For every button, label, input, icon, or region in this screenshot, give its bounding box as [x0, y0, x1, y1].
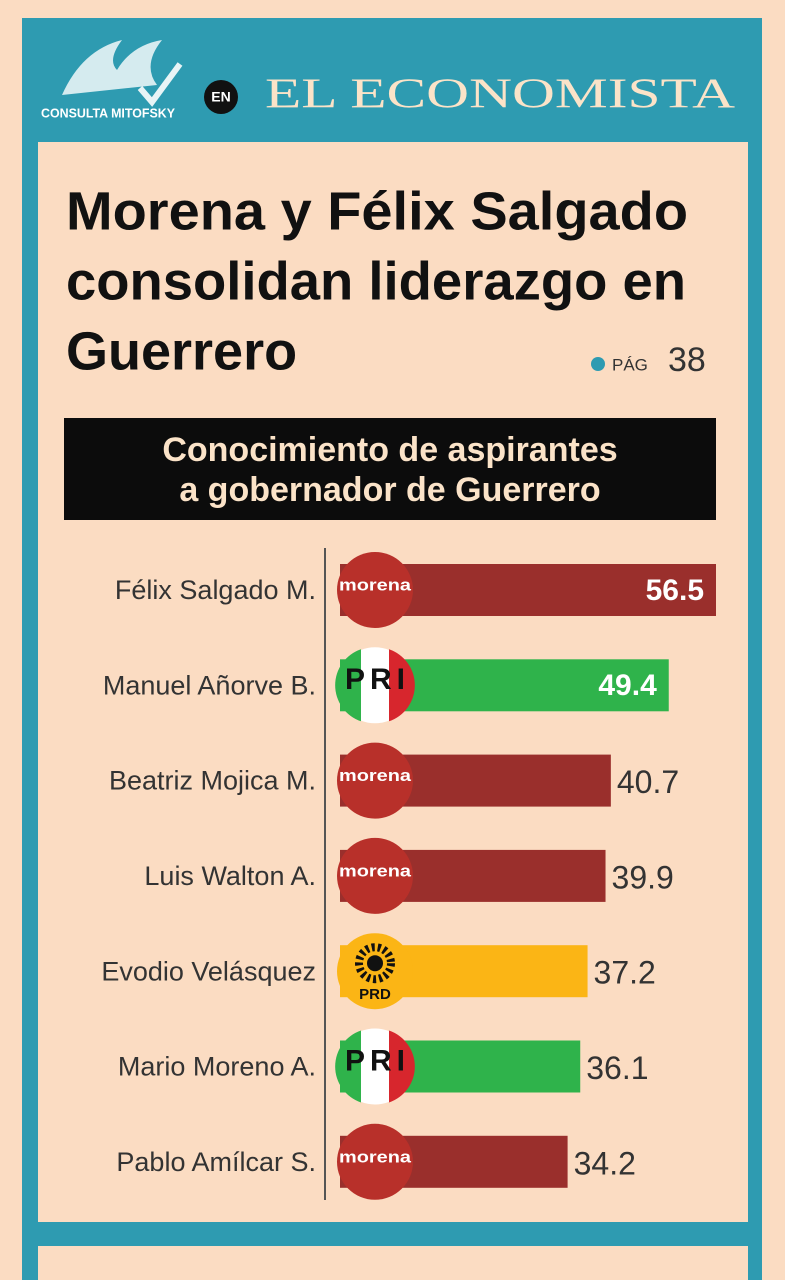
party-logo-sun: [367, 955, 383, 972]
category-label: Luis Walton A.: [144, 861, 316, 891]
chart-title: a gobernador de Guerrero: [179, 471, 600, 509]
party-logo-text: PRI: [345, 663, 405, 696]
value-label: 36.1: [586, 1050, 648, 1086]
party-logo: [337, 1123, 413, 1200]
page-ref: PÁG: [612, 355, 648, 374]
party-logo: [337, 742, 413, 819]
category-label: Félix Salgado M.: [115, 575, 316, 605]
value-label: 34.2: [574, 1145, 636, 1181]
headline-line: Guerrero: [66, 321, 297, 381]
party-logo: [337, 837, 413, 914]
party-logo-part: [389, 1030, 415, 1103]
party-logo-sun: [355, 943, 395, 984]
headline-line: Morena y Félix Salgado: [66, 181, 688, 241]
value-label: 39.9: [612, 859, 674, 895]
next-panel: [38, 1246, 748, 1280]
connector-badge: [204, 80, 238, 114]
category-label: Pablo Amílcar S.: [116, 1147, 316, 1177]
bullet: [591, 357, 605, 371]
party-logo-part: [335, 1030, 361, 1103]
party-logo-part: [389, 649, 415, 722]
page-number: 38: [668, 341, 706, 379]
party-logo-text: PRD: [359, 986, 391, 1003]
party-logo-text: morena: [339, 766, 412, 785]
pollster: CONSULTA MITOFSKY: [41, 105, 175, 120]
party-logo-text: PRI: [345, 1044, 405, 1077]
category-label: Mario Moreno A.: [118, 1052, 316, 1082]
value-label: 37.2: [594, 955, 656, 991]
category-label: Evodio Velásquez: [101, 956, 316, 986]
party-logo: [337, 552, 413, 628]
connector: EN: [211, 89, 230, 105]
party-logo-text: morena: [339, 575, 412, 594]
value-label: 40.7: [617, 764, 679, 800]
value-label: 49.4: [598, 669, 657, 702]
party-logo-part: [335, 649, 361, 722]
newspaper: EL ECONOMISTA: [265, 72, 736, 118]
chart-title-box: [64, 418, 716, 520]
mitofsky-logo: [62, 40, 183, 107]
party-logo-text: morena: [339, 1147, 412, 1166]
category-label: Manuel Añorve B.: [103, 670, 316, 700]
value-label: 56.5: [646, 574, 704, 607]
party-logo-text: morena: [339, 861, 412, 880]
chart-title: Conocimiento de aspirantes: [162, 431, 617, 469]
headline-line: consolidan liderazgo en: [66, 251, 686, 311]
category-label: Beatriz Mojica M.: [109, 766, 316, 796]
